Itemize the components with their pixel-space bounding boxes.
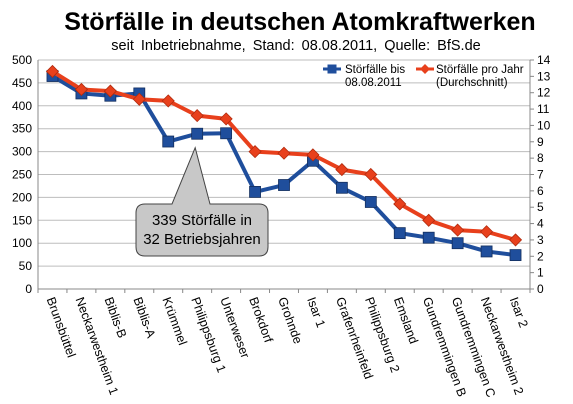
series-2-point	[161, 94, 175, 108]
series-group	[45, 64, 523, 262]
y-left-tick-label: 0	[25, 282, 32, 296]
series-1-point	[249, 186, 261, 198]
series-2-point	[132, 92, 146, 106]
x-tick-label: Isar 2	[507, 295, 531, 329]
series-2-point	[45, 64, 60, 79]
y-right-tick-label: 7	[537, 168, 544, 182]
y-right-tick-label: 13	[537, 69, 551, 83]
series-1-point	[278, 179, 290, 191]
y-left-tick-label: 350	[12, 122, 32, 136]
series-1-point	[191, 127, 204, 140]
y-left-tick-label: 200	[12, 190, 32, 204]
y-right-tick-label: 8	[537, 151, 544, 165]
callout-text: 339 Störfälle in	[152, 212, 252, 229]
y-right-tick-label: 12	[537, 86, 551, 100]
x-tick-label: Grohnde	[275, 295, 305, 346]
y-right-tick-label: 11	[537, 102, 550, 116]
grid	[38, 59, 530, 290]
legend-label-2: Störfälle pro Jahr	[436, 64, 524, 76]
x-tick-label: Krümmel	[159, 295, 189, 347]
y-right-tick-label: 9	[537, 135, 544, 149]
x-tick-label: Brunsbüttel	[44, 295, 79, 359]
series-2-point	[248, 145, 262, 159]
y-right-tick-label: 14	[537, 53, 551, 67]
chart-subtitle: seit Inbetriebnahme, Stand: 08.08.2011, …	[111, 38, 480, 54]
series-2-point	[393, 197, 407, 211]
chart-title: Störfälle in deutschen Atomkraftwerken	[64, 8, 535, 36]
x-tick-label: Isar 1	[304, 295, 328, 329]
y-right-tick-label: 3	[537, 233, 544, 247]
series-1-point	[509, 249, 522, 262]
y-left-tick-label: 450	[12, 76, 32, 90]
series-2-point	[103, 84, 117, 98]
series-2-point	[190, 109, 204, 123]
series-1-point	[162, 135, 175, 148]
legend-label-2: (Durchschnitt)	[436, 77, 508, 89]
y-left-tick-label: 300	[12, 145, 32, 159]
y-right-tick-label: 1	[537, 266, 544, 280]
x-tick-label: Emsland	[391, 295, 421, 346]
y-right-tick-label: 10	[537, 118, 551, 132]
series-2-point	[306, 148, 320, 162]
series-2-point	[422, 213, 436, 227]
y-left-tick-label: 500	[12, 53, 32, 67]
axes	[37, 60, 531, 293]
series-2-point	[480, 225, 494, 239]
series-1-point	[422, 231, 435, 244]
y-left-tick-label: 250	[12, 168, 32, 182]
series-1-point	[364, 196, 377, 208]
series-1-point	[335, 181, 348, 194]
series-2-point	[219, 112, 233, 126]
series-1-point	[451, 237, 464, 250]
legend-label-1: 08.08.2011	[345, 77, 402, 89]
legend-swatch-marker	[420, 64, 430, 74]
y-right-tick-label: 4	[537, 217, 544, 231]
y-right-tick-label: 6	[537, 184, 544, 198]
callout-text: 32 Betriebsjahren	[143, 231, 261, 248]
series-2-point	[74, 82, 88, 97]
series-2-point	[508, 233, 523, 247]
y-left-tick-label: 400	[12, 99, 32, 113]
series-2-point	[335, 163, 349, 177]
x-tick-label: Brokdorf	[246, 295, 275, 345]
x-tick-label: Biblis-A	[130, 295, 158, 340]
legend-swatch-marker	[327, 64, 337, 74]
y-right-tick-label: 2	[537, 249, 544, 263]
series-1-point	[393, 227, 406, 240]
y-axis-left: 0 50 100 150 200 250 300 350 400 450 500	[12, 53, 32, 296]
x-tick-label: Biblis-B	[102, 295, 130, 340]
series-2-point	[277, 146, 291, 160]
series-1-point	[480, 245, 493, 258]
y-left-tick-label: 50	[19, 259, 33, 273]
y-right-tick-label: 5	[537, 200, 544, 214]
series-1-point	[220, 127, 233, 140]
callout: 339 Störfälle in 32 Betriebsjahren	[135, 146, 269, 257]
legend-label-1: Störfälle bis	[345, 64, 405, 76]
callout-bubble	[135, 146, 269, 257]
series-2-point	[364, 167, 378, 182]
series-2-point	[451, 223, 465, 237]
y-right-tick-label: 0	[537, 282, 544, 296]
y-left-tick-label: 100	[12, 236, 32, 250]
y-left-tick-label: 150	[12, 213, 32, 227]
